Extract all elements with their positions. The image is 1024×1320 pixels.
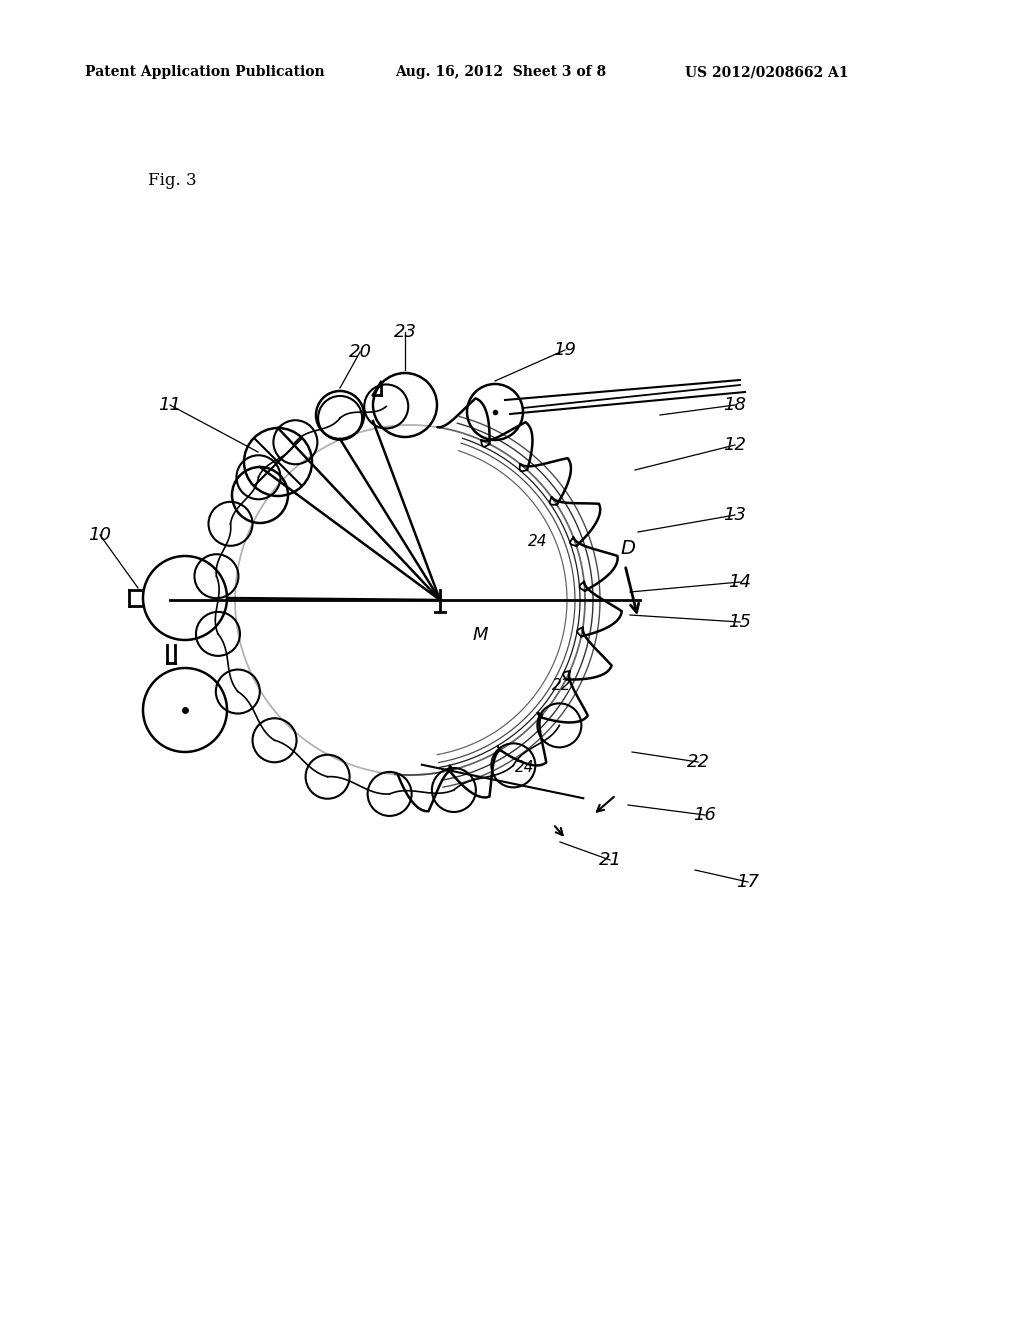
Text: 15: 15	[728, 612, 752, 631]
Text: 16: 16	[693, 807, 717, 824]
Text: 23: 23	[393, 323, 417, 341]
Text: Patent Application Publication: Patent Application Publication	[85, 65, 325, 79]
Text: 21: 21	[598, 851, 622, 869]
Text: M: M	[472, 626, 487, 644]
Text: 12: 12	[724, 436, 746, 454]
Text: 19: 19	[554, 341, 577, 359]
Text: D: D	[621, 539, 636, 557]
Text: 24: 24	[528, 535, 548, 549]
Text: Fig. 3: Fig. 3	[148, 172, 197, 189]
Text: US 2012/0208662 A1: US 2012/0208662 A1	[685, 65, 849, 79]
Text: 22: 22	[686, 752, 710, 771]
Text: 22: 22	[552, 677, 571, 693]
Text: 18: 18	[724, 396, 746, 414]
Text: 20: 20	[348, 343, 372, 360]
Text: 14: 14	[728, 573, 752, 591]
Text: Aug. 16, 2012  Sheet 3 of 8: Aug. 16, 2012 Sheet 3 of 8	[395, 65, 606, 79]
Text: 17: 17	[736, 873, 760, 891]
Text: 11: 11	[159, 396, 181, 414]
Text: 10: 10	[88, 525, 112, 544]
Text: 13: 13	[724, 506, 746, 524]
Text: 24: 24	[515, 760, 535, 776]
